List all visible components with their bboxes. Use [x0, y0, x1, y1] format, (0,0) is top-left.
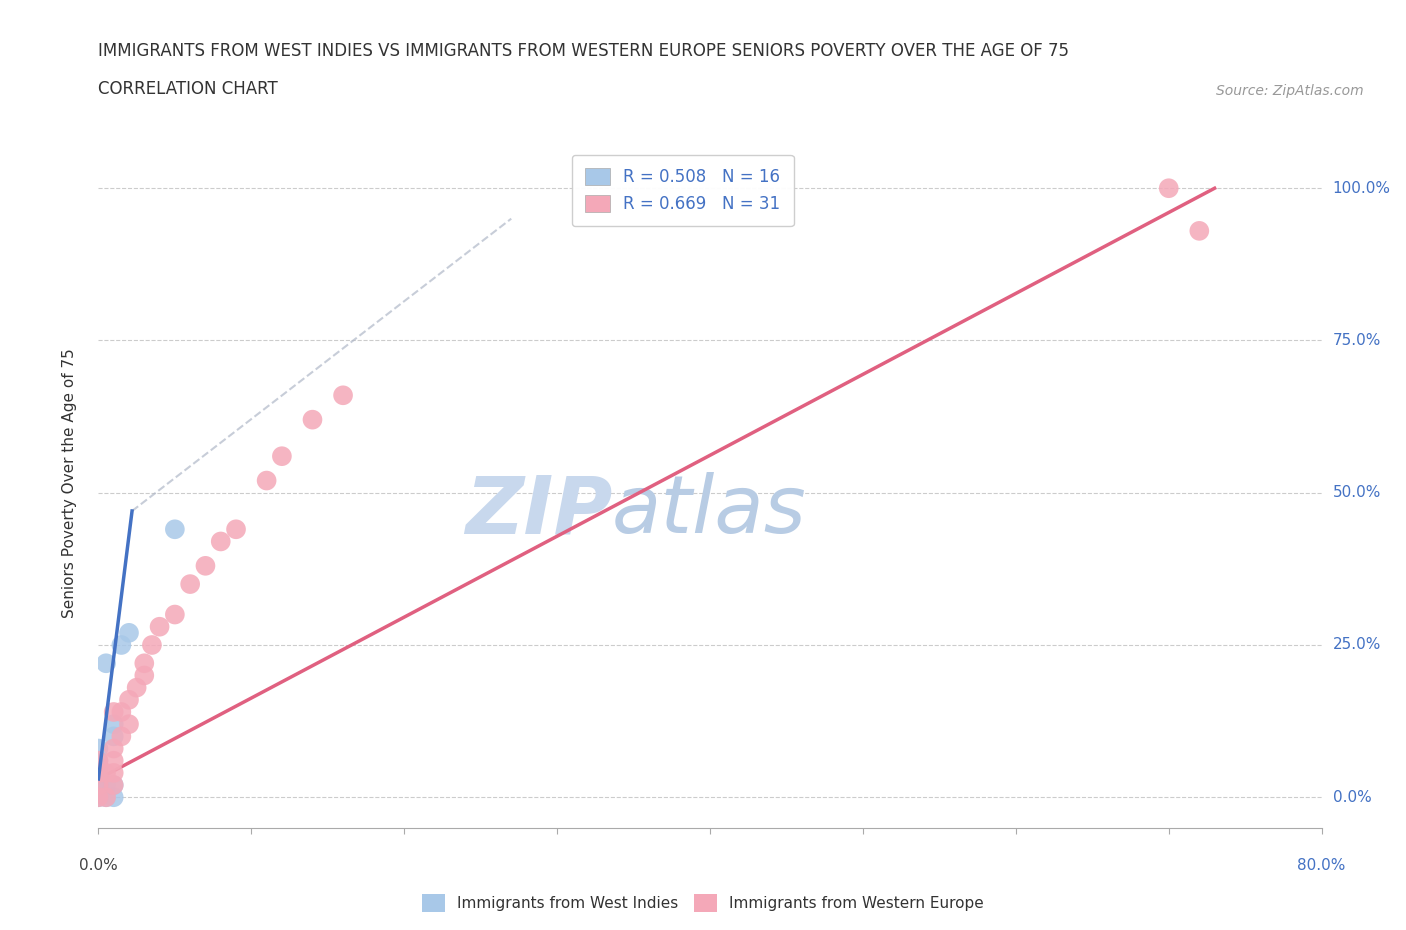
- Point: [141, 638, 163, 653]
- Point: [163, 522, 186, 537]
- Point: [270, 449, 292, 464]
- Point: [87, 777, 110, 792]
- Point: [94, 790, 117, 804]
- Point: [1188, 223, 1211, 238]
- Point: [87, 753, 110, 768]
- Point: [87, 765, 110, 780]
- Text: 25.0%: 25.0%: [1333, 637, 1381, 653]
- Point: [94, 656, 117, 671]
- Text: 75.0%: 75.0%: [1333, 333, 1381, 348]
- Point: [94, 765, 117, 780]
- Point: [103, 777, 125, 792]
- Text: 80.0%: 80.0%: [1298, 858, 1346, 873]
- Point: [125, 680, 148, 695]
- Point: [110, 729, 132, 744]
- Point: [118, 625, 141, 640]
- Text: atlas: atlas: [612, 472, 807, 551]
- Point: [209, 534, 232, 549]
- Y-axis label: Seniors Poverty Over the Age of 75: Seniors Poverty Over the Age of 75: [62, 349, 77, 618]
- Point: [87, 772, 110, 787]
- Text: CORRELATION CHART: CORRELATION CHART: [98, 80, 278, 98]
- Point: [149, 619, 172, 634]
- Point: [110, 638, 132, 653]
- Point: [103, 790, 125, 804]
- Text: 50.0%: 50.0%: [1333, 485, 1381, 500]
- Point: [103, 741, 125, 756]
- Point: [225, 522, 247, 537]
- Point: [256, 473, 278, 488]
- Point: [87, 741, 110, 756]
- Text: 0.0%: 0.0%: [1333, 790, 1371, 804]
- Point: [103, 717, 125, 732]
- Point: [94, 777, 117, 792]
- Legend: R = 0.508   N = 16, R = 0.669   N = 31: R = 0.508 N = 16, R = 0.669 N = 31: [572, 154, 794, 226]
- Point: [134, 668, 156, 683]
- Point: [87, 760, 110, 775]
- Point: [194, 558, 217, 573]
- Text: ZIP: ZIP: [465, 472, 612, 551]
- Point: [103, 765, 125, 780]
- Point: [118, 692, 141, 707]
- Point: [163, 607, 186, 622]
- Point: [87, 790, 110, 804]
- Point: [87, 777, 110, 792]
- Point: [332, 388, 354, 403]
- Text: 100.0%: 100.0%: [1333, 180, 1391, 195]
- Point: [87, 753, 110, 768]
- Text: IMMIGRANTS FROM WEST INDIES VS IMMIGRANTS FROM WESTERN EUROPE SENIORS POVERTY OV: IMMIGRANTS FROM WEST INDIES VS IMMIGRANT…: [98, 43, 1070, 60]
- Point: [134, 656, 156, 671]
- Point: [103, 753, 125, 768]
- Legend: Immigrants from West Indies, Immigrants from Western Europe: Immigrants from West Indies, Immigrants …: [416, 888, 990, 918]
- Text: 0.0%: 0.0%: [79, 858, 118, 873]
- Point: [179, 577, 201, 591]
- Point: [103, 705, 125, 720]
- Point: [103, 777, 125, 792]
- Point: [103, 729, 125, 744]
- Point: [1157, 180, 1180, 195]
- Point: [110, 705, 132, 720]
- Point: [87, 790, 110, 804]
- Text: Source: ZipAtlas.com: Source: ZipAtlas.com: [1216, 84, 1364, 98]
- Point: [301, 412, 323, 427]
- Point: [118, 717, 141, 732]
- Point: [94, 790, 117, 804]
